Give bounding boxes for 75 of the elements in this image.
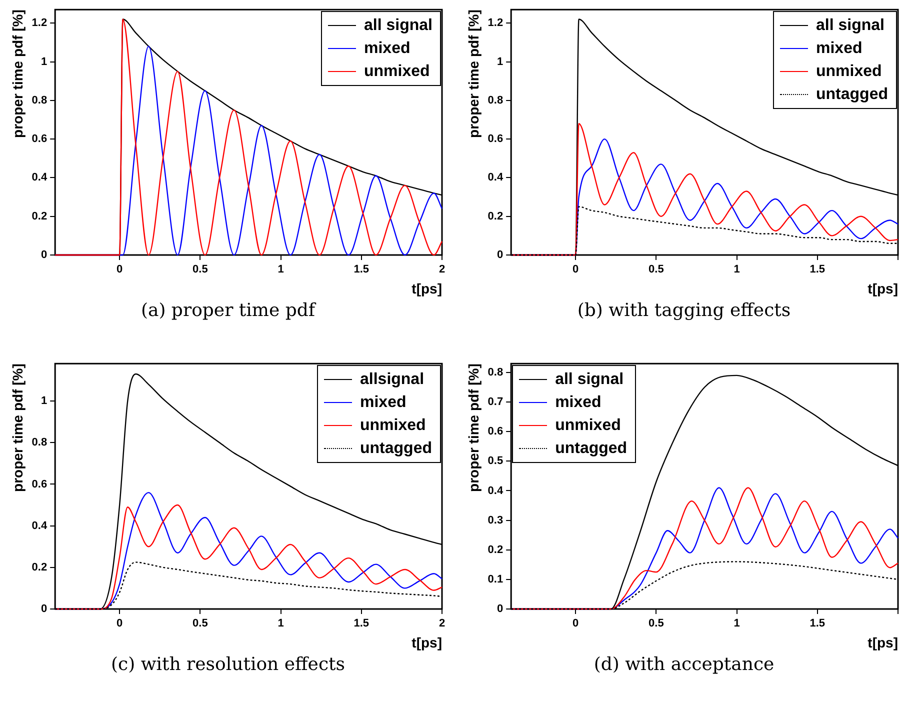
line-series: [510, 487, 899, 610]
legend-label: untagged: [360, 438, 432, 459]
y-tick-label: 0.6: [32, 478, 48, 490]
legend-label: all signal: [555, 370, 624, 390]
y-tick-label: 0.8: [32, 436, 48, 449]
legend-label: mixed: [816, 38, 862, 59]
x-tick-label: 0: [572, 264, 579, 276]
y-tick-label: 0.3: [488, 514, 504, 526]
y-tick-label: 0.5: [488, 455, 504, 468]
x-tick-label: 1.5: [354, 618, 370, 630]
y-tick-label: 0.8: [488, 94, 504, 106]
y-tick-label: 0.2: [488, 210, 504, 222]
y-tick-label: 0.4: [32, 172, 48, 184]
y-tick-label: 0.4: [32, 520, 48, 532]
legend-label: all signal: [816, 16, 884, 36]
x-axis-title: t[ps]: [868, 634, 898, 650]
y-tick-label: 0.8: [488, 366, 504, 378]
x-axis-title: t[ps]: [412, 280, 442, 296]
y-tick-label: 0.6: [488, 426, 504, 438]
y-axis-title: proper time pdf [%]: [465, 364, 482, 492]
x-tick-label: 0: [116, 618, 123, 630]
y-tick-label: 0.2: [32, 210, 48, 222]
legend-label: unmixed: [364, 62, 430, 82]
y-tick-label: 1: [40, 395, 48, 408]
y-tick-label: 0.7: [488, 396, 504, 408]
y-tick-label: 0.8: [32, 94, 48, 106]
x-tick-label: 1.5: [354, 264, 370, 276]
y-tick-label: 0: [40, 249, 48, 262]
x-tick-label: 1: [734, 618, 740, 630]
y-tick-label: 1: [40, 56, 48, 68]
y-tick-label: 0.4: [488, 484, 504, 497]
y-tick-label: 0.1: [488, 573, 504, 586]
y-tick-label: 0.6: [488, 133, 504, 146]
legend-label: untagged: [555, 438, 628, 459]
legend-label: unmixed: [816, 62, 882, 82]
y-tick-label: 0: [496, 603, 504, 616]
x-tick-label: 0.5: [648, 618, 664, 630]
x-tick-label: 1: [734, 264, 740, 276]
x-tick-label: 0: [572, 618, 579, 630]
y-tick-label: 1: [496, 56, 504, 68]
text: (d) with acceptance: [592, 654, 776, 675]
x-tick-label: 0.5: [648, 264, 664, 276]
legend-label: mixed: [364, 38, 410, 59]
x-tick-label: 1: [278, 618, 284, 630]
y-tick-label: 0.6: [32, 133, 48, 146]
y-axis-title: proper time pdf [%]: [9, 10, 26, 138]
x-tick-label: 0: [116, 264, 123, 276]
legend-label: mixed: [555, 392, 602, 413]
x-tick-label: 1: [278, 264, 284, 276]
y-tick-label: 0.2: [488, 544, 504, 556]
y-tick-label: 0.2: [32, 561, 48, 574]
y-axis-title: proper time pdf [%]: [465, 10, 482, 138]
x-tick-label: 2: [438, 618, 446, 630]
text: (a) proper time pdf: [140, 300, 318, 321]
legend-label: untagged: [816, 84, 888, 105]
x-tick-label: 0.5: [192, 618, 208, 630]
x-tick-label: 2: [438, 264, 446, 276]
y-tick-label: 0: [496, 249, 504, 262]
x-axis-title: t[ps]: [412, 634, 442, 650]
legend-label: mixed: [360, 392, 406, 413]
x-tick-label: 1.5: [810, 618, 826, 630]
x-tick-label: 1.5: [810, 264, 826, 276]
legend-label: unmixed: [555, 416, 621, 436]
y-tick-label: 1.2: [488, 17, 504, 30]
y-tick-label: 0.4: [488, 172, 504, 184]
legend-label: all signal: [364, 16, 432, 36]
y-tick-label: 0: [40, 603, 48, 616]
text: (b) with tagging effects: [576, 300, 792, 321]
x-axis-title: t[ps]: [868, 280, 898, 296]
x-tick-label: 0.5: [192, 264, 208, 276]
y-tick-label: 1.2: [32, 17, 48, 30]
legend-label: allsignal: [360, 370, 424, 390]
legend-label: unmixed: [360, 416, 426, 436]
y-axis-title: proper time pdf [%]: [9, 364, 26, 492]
text: (c) with resolution effects: [110, 654, 346, 675]
